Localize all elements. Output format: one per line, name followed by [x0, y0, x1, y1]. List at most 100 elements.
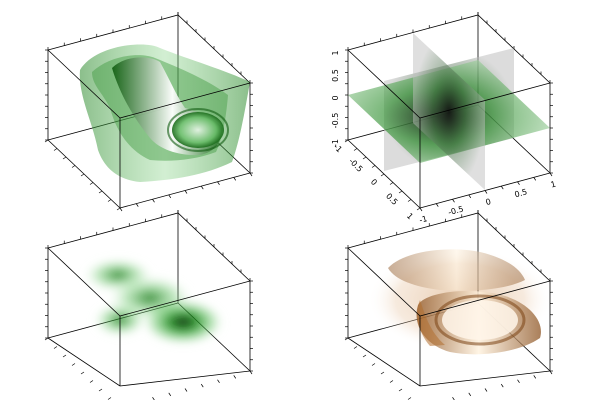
x-axis-tick: [107, 397, 112, 400]
x-axis-tick: [362, 156, 367, 160]
x-axis-tick: [389, 380, 394, 383]
z-tick-label: -0.5: [331, 113, 340, 129]
x-axis-tick: [416, 207, 421, 211]
x-axis-tick: [53, 148, 58, 151]
cloud-core: [141, 298, 225, 346]
y-axis-tick: [184, 388, 188, 392]
y-tick-label: -0.5: [447, 204, 464, 217]
x-axis-tick: [407, 199, 412, 202]
y-axis-tick: [217, 181, 220, 185]
box-front-top-right: [119, 82, 251, 119]
y-axis-tick: [549, 172, 553, 177]
y-tick-label: 1: [550, 180, 557, 190]
x-axis-tick: [371, 363, 376, 366]
box-front-top-right: [119, 280, 251, 317]
x-axis-tick: [89, 182, 94, 185]
x-axis-tick: [62, 156, 67, 160]
x-axis-tick: [98, 190, 103, 194]
x-axis-tick: [116, 207, 121, 211]
y-axis-tick: [533, 177, 537, 181]
slice-vertical-y: [413, 33, 485, 190]
y-axis-tick: [119, 207, 123, 212]
x-axis-tick: [98, 388, 103, 392]
x-axis-tick: [89, 380, 94, 383]
z-tick-label: 1: [331, 50, 340, 55]
x-axis-tick: [407, 397, 412, 400]
y-axis-tick: [135, 203, 139, 207]
y-axis-tick: [200, 185, 204, 190]
box-front-top-right: [419, 280, 551, 317]
x-axis-tick: [362, 354, 367, 358]
y-axis-tick: [468, 392, 472, 397]
x-axis-tick: [371, 165, 376, 168]
z-tick-label: 0: [331, 95, 340, 100]
tube-opening-rim: [167, 108, 229, 152]
tube-opening: [172, 112, 224, 148]
z-tick-label: 0.5: [331, 69, 340, 82]
x-axis-tick: [53, 346, 58, 349]
copper-left-band: [417, 300, 445, 346]
axis-ticks: [44, 210, 253, 400]
y-axis-tick: [468, 194, 472, 199]
y-axis-tick: [419, 207, 423, 212]
y-axis-tick: [549, 370, 553, 375]
y-axis-tick: [484, 388, 488, 392]
box-front-top-left: [47, 247, 121, 317]
y-axis-tick: [200, 383, 204, 388]
x-axis-tick: [71, 363, 76, 366]
y-axis-tick: [249, 172, 253, 177]
panel-bottom-left: [44, 210, 253, 400]
x-axis-tick: [80, 371, 85, 375]
axis-ticks: [344, 12, 553, 212]
y-axis-tick: [435, 203, 439, 207]
copper-isosurfaces: [368, 248, 552, 355]
y-tick-label: 0: [485, 197, 492, 207]
box-front-top-left: [347, 247, 421, 317]
y-tick-label: -1: [418, 214, 428, 225]
box-front-top-left: [47, 49, 121, 119]
panel-top-left: [44, 12, 253, 212]
panel-bottom-right: [344, 210, 553, 400]
x-tick-label: -0.5: [347, 157, 364, 174]
box-bottom-front-left: [47, 337, 121, 387]
x-axis-tick: [353, 148, 358, 151]
x-axis-tick: [353, 346, 358, 349]
y-axis-tick: [168, 392, 172, 397]
axis-ticks: [344, 210, 553, 400]
copper-tube-rim: [434, 294, 526, 346]
density-cloud: [82, 257, 225, 346]
y-axis-tick: [452, 199, 455, 203]
x-tick-label: 0: [369, 177, 379, 187]
y-tick-label: 0.5: [514, 187, 529, 199]
x-axis-tick: [389, 182, 394, 185]
copper-tube-opening: [442, 300, 518, 340]
x-axis-tick: [80, 173, 85, 177]
y-axis-tick: [500, 383, 504, 388]
y-axis-tick: [184, 190, 188, 194]
box-bottom-front-left: [347, 337, 421, 387]
y-axis-tick: [217, 379, 220, 383]
x-axis-tick: [62, 354, 67, 358]
box-bottom-front-right: [119, 370, 251, 387]
x-tick-label: 0.5: [384, 192, 399, 207]
x-axis-tick: [380, 371, 385, 375]
axis-ticks: [44, 12, 253, 212]
y-axis-tick: [249, 370, 253, 375]
box-front-top-left: [347, 49, 421, 119]
y-axis-tick: [517, 379, 520, 383]
y-axis-tick: [233, 177, 237, 181]
y-axis-tick: [152, 199, 155, 203]
panel-top-right: -1-0.500.51-1-0.500.51 -1-0.500.51: [331, 12, 557, 225]
x-axis-tick: [107, 199, 112, 202]
y-axis-tick: [484, 190, 488, 194]
box-bottom-front-right: [419, 370, 551, 387]
x-axis-tick: [398, 388, 403, 392]
x-axis-tick: [71, 165, 76, 168]
x-axis-tick: [380, 173, 385, 177]
x-axis-tick: [398, 190, 403, 194]
y-axis-tick: [533, 375, 537, 379]
z-tick-label: -1: [331, 139, 340, 147]
y-axis-tick: [168, 194, 172, 199]
box-front-top-right: [419, 82, 551, 119]
